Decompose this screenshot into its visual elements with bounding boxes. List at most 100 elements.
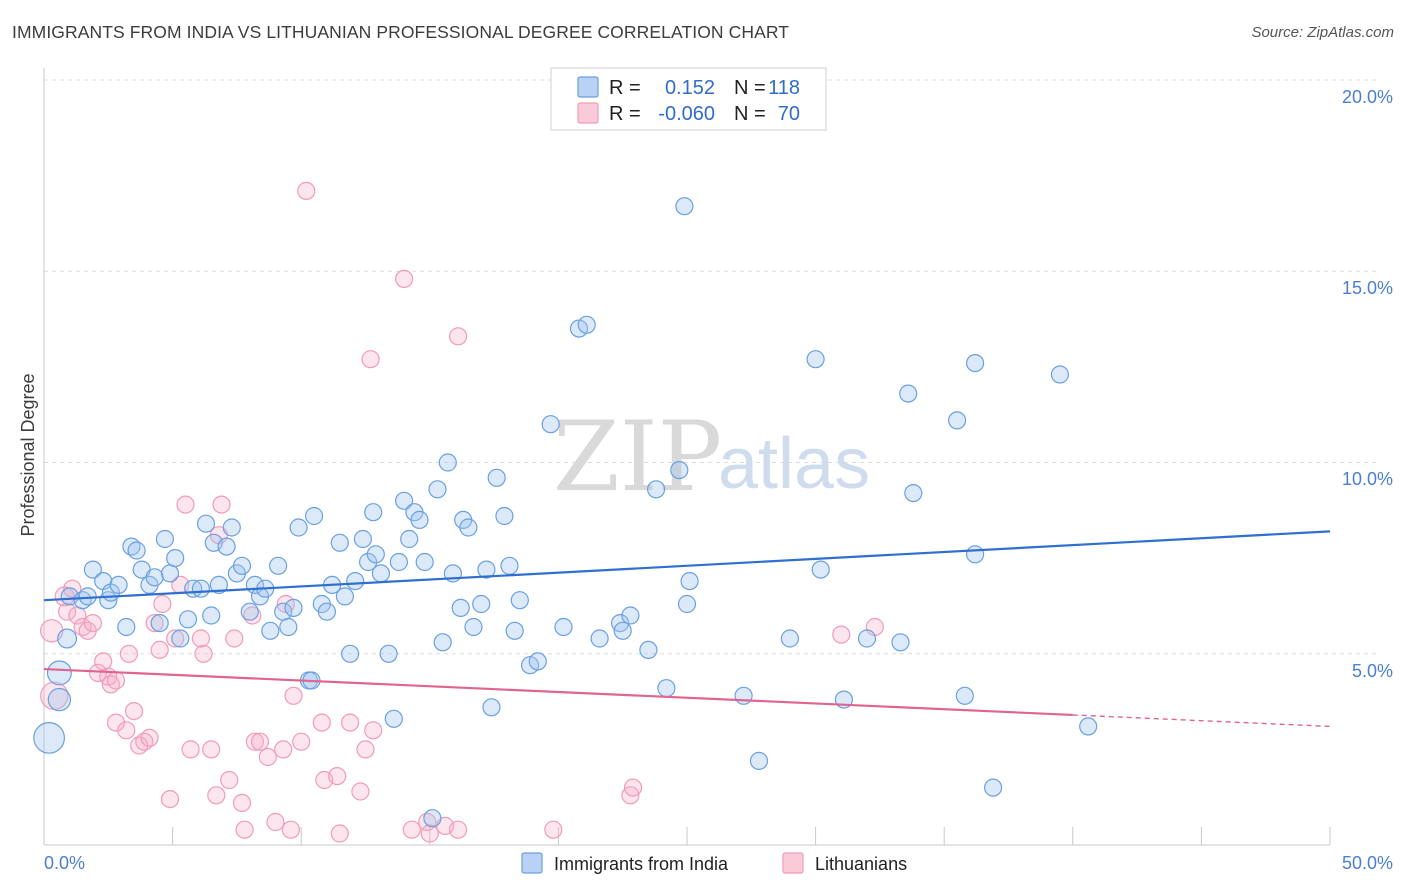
india-point [983, 778, 1003, 797]
lithuanian-point [832, 625, 851, 644]
lithuanian-point [330, 824, 349, 843]
lithuanian-point [166, 629, 185, 648]
lithuanian-point [328, 766, 347, 786]
y-tick-5: 5.0% [1352, 661, 1393, 681]
india-point [415, 552, 434, 572]
india-point [670, 461, 689, 480]
india-point [202, 606, 221, 625]
india-point [222, 518, 241, 537]
india-point [806, 350, 825, 369]
india-point [811, 560, 830, 579]
series-immigrants-from-india [33, 197, 1098, 828]
india-point [232, 556, 252, 575]
india-point [46, 660, 72, 686]
india-point [240, 602, 259, 621]
y-axis-label: Professional Degree [18, 373, 38, 536]
legend-r-value-india: 0.152 [665, 77, 715, 99]
india-point [178, 610, 198, 629]
lithuanian-point [176, 495, 195, 514]
india-point [145, 568, 164, 587]
lithuanian-point [258, 747, 277, 767]
india-point [155, 529, 174, 549]
legend-r-label-lithuanians: R = [609, 103, 641, 125]
trend-line-lithuanians [43, 667, 1073, 717]
lithuanian-point [544, 820, 563, 839]
series-legend-label-lithuanians: Lithuanians [815, 854, 907, 874]
lithuanian-point [312, 713, 331, 732]
india-point [451, 598, 470, 618]
lithuanian-point [235, 820, 254, 839]
series-legend: Immigrants from India Lithuanians [521, 852, 907, 874]
lithuanian-point [106, 671, 126, 690]
india-point [217, 537, 236, 556]
india-point [677, 594, 697, 614]
india-point [150, 613, 169, 633]
lithuanian-point [194, 644, 213, 663]
lithuanian-point [361, 350, 380, 369]
lithuanian-point [420, 824, 439, 843]
india-point [428, 480, 447, 499]
trend-line-india [43, 530, 1331, 602]
india-point [78, 587, 97, 606]
india-point [857, 629, 877, 648]
india-point [899, 384, 918, 403]
india-point [528, 652, 547, 671]
lithuanian-point [212, 495, 231, 514]
lithuanian-point [623, 778, 643, 797]
india-point [384, 709, 403, 728]
india-point [423, 809, 442, 828]
lithuanian-point [153, 594, 172, 614]
india-point [780, 629, 800, 648]
india-point [621, 606, 640, 625]
lithuanian-point [181, 740, 200, 759]
lithuanian-point [207, 786, 226, 805]
lithuanian-point [145, 613, 164, 633]
india-point [505, 621, 524, 640]
india-point [438, 453, 457, 472]
lithuanian-point [297, 181, 316, 200]
india-point [657, 679, 676, 698]
india-point [117, 617, 136, 637]
lithuanian-point [292, 732, 311, 751]
lithuanian-point [225, 629, 244, 648]
legend-n-value-lithuanians: 70 [778, 103, 800, 125]
legend-swatch-india [577, 76, 599, 98]
lithuanian-point [232, 793, 252, 813]
india-point [613, 621, 632, 640]
india-point [166, 548, 185, 568]
legend-r-label-india: R = [609, 77, 641, 99]
lithuanian-point [356, 740, 375, 759]
india-point [749, 751, 769, 771]
india-point [590, 629, 609, 648]
watermark-atlas: atlas [718, 424, 870, 504]
trend-lines [43, 530, 1331, 728]
india-point [400, 529, 419, 549]
india-point [109, 575, 128, 595]
lithuanian-point [449, 820, 468, 839]
india-point [904, 484, 923, 503]
india-point [33, 722, 65, 754]
lithuanian-point [220, 770, 239, 790]
lithuanian-point [94, 652, 113, 671]
correlation-legend: R = 0.152 N = 118 R = -0.060 N = 70 [550, 67, 827, 131]
india-point [289, 518, 308, 537]
lithuanian-point [395, 269, 414, 288]
y-tick-10: 10.0% [1342, 469, 1393, 489]
india-point [965, 545, 985, 564]
lithuanian-point [402, 820, 421, 839]
lithuanian-point [266, 812, 285, 832]
legend-n-label-lithuanians: N = [734, 103, 766, 125]
lithuanian-point [106, 713, 126, 732]
lithuanian-point [351, 782, 370, 801]
lithuanian-point [57, 602, 77, 621]
lithuanian-point [274, 740, 293, 759]
india-point [464, 617, 483, 637]
india-point [646, 480, 666, 499]
india-point [639, 640, 658, 660]
lithuanian-point [281, 820, 300, 839]
india-point [171, 629, 190, 648]
india-point [353, 529, 372, 549]
y-tick-20: 20.0% [1342, 87, 1393, 107]
lithuanian-point [117, 721, 136, 740]
india-point [209, 575, 228, 595]
